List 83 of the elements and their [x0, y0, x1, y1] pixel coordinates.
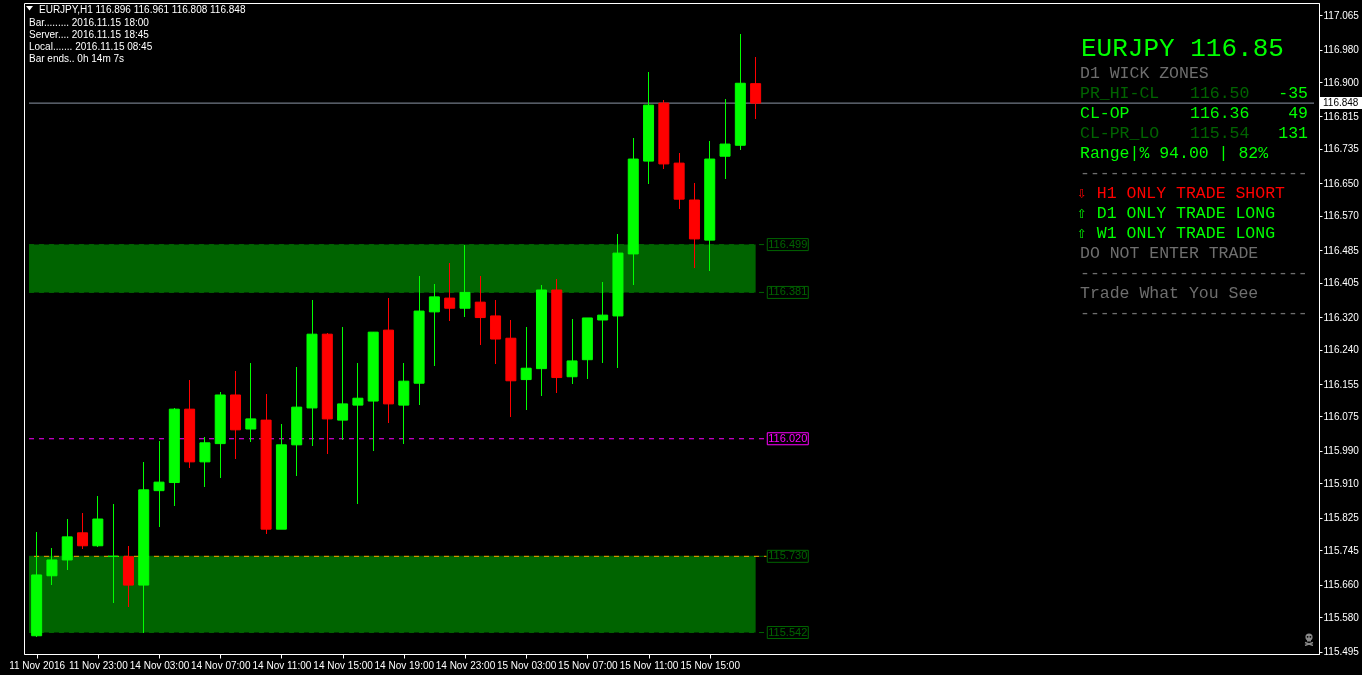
y-tick-label: 115.495 [1323, 646, 1360, 658]
y-tick-label: 115.990 [1323, 445, 1360, 457]
annotation: 116.50 [1190, 83, 1250, 103]
candlestick [474, 275, 486, 346]
annotation: ⇩ H1 ONLY TRADE SHORT [1077, 183, 1286, 203]
annotation: 49 [1288, 103, 1308, 123]
candlestick [444, 262, 456, 322]
x-tick-label: 14 Nov 15:00 [313, 659, 374, 671]
y-tick-label: 116.240 [1323, 344, 1360, 356]
y-tick-label: 116.405 [1323, 277, 1360, 289]
ref-line-label: 116.848 [1323, 97, 1359, 109]
candlestick [597, 281, 609, 364]
annotation: DO NOT ENTER TRADE [1080, 243, 1259, 263]
y-tick-label: 115.910 [1323, 477, 1360, 489]
x-tick-label: 14 Nov 19:00 [374, 659, 435, 671]
candlestick [245, 362, 257, 443]
annotation: PR_HI-CL [1080, 83, 1160, 103]
candlestick [566, 318, 578, 385]
y-tick-label: 115.745 [1323, 544, 1360, 556]
annotation: Server.... 2016.11.15 18:45 [29, 29, 150, 40]
annotation: ⇧ D1 ONLY TRADE LONG [1077, 203, 1276, 223]
annotation: ⇧ W1 ONLY TRADE LONG [1077, 223, 1276, 243]
chart-title: EURJPY,H1 116.896 116.961 116.808 116.848 [39, 4, 246, 15]
y-tick-label: 115.825 [1323, 512, 1360, 524]
y-tick-label: 115.660 [1323, 579, 1360, 591]
y-tick-label: 116.075 [1323, 410, 1360, 422]
y-tick-label: 116.570 [1323, 210, 1360, 222]
y-tick-label: 116.320 [1323, 311, 1360, 323]
ref-line-label: 116.381 [768, 285, 808, 298]
annotation: 116.36 [1190, 103, 1250, 123]
annotation: 131 [1278, 123, 1309, 143]
candlestick [352, 362, 364, 505]
candlestick [199, 436, 211, 488]
candlestick [46, 547, 58, 586]
annotation: 115.54 [1190, 123, 1250, 143]
x-tick-label: 14 Nov 03:00 [129, 659, 190, 671]
candlestick [428, 283, 440, 367]
annotation: EURJPY 116.85 [1081, 34, 1284, 64]
candlestick [520, 326, 532, 411]
x-tick-label: 14 Nov 11:00 [252, 659, 312, 671]
y-tick-label: 116.485 [1323, 244, 1360, 256]
y-tick-label: 116.980 [1323, 44, 1360, 56]
y-tick-label: 116.900 [1323, 76, 1360, 88]
candlestick [719, 98, 731, 180]
candlestick [107, 503, 119, 604]
x-tick-label: 15 Nov 03:00 [496, 659, 557, 671]
y-tick-label: 115.580 [1323, 611, 1360, 623]
annotation: ----------------------- [1080, 263, 1308, 283]
candlestick [398, 362, 410, 445]
candlestick [153, 440, 165, 528]
annotation: D1 WICK ZONES [1080, 63, 1209, 83]
annotation: CL-PR_LO [1080, 123, 1160, 143]
ref-line-label: 115.542 [768, 625, 808, 638]
candlestick [459, 244, 471, 318]
annotation: Local....... 2016.11.15 08:45 [29, 41, 153, 52]
x-tick-label: 11 Nov 2016 [9, 659, 66, 671]
annotation: Bar......... 2016.11.15 18:00 [29, 17, 150, 28]
x-tick-label: 15 Nov 15:00 [680, 659, 741, 671]
y-tick-label: 116.650 [1323, 177, 1360, 189]
candlestick [337, 326, 349, 441]
annotation: ----------------------- [1080, 303, 1308, 323]
x-tick-label: 14 Nov 23:00 [435, 659, 496, 671]
annotation: Bar ends.. 0h 14m 7s [29, 53, 125, 64]
candlestick [490, 299, 502, 365]
annotation: ----------------------- [1080, 163, 1308, 183]
ref-line-label: 115.730 [768, 549, 808, 562]
annotation: Range|% 94.00 | 82% [1080, 143, 1269, 163]
x-tick-label: 15 Nov 11:00 [619, 659, 679, 671]
x-tick-label: 15 Nov 07:00 [558, 659, 619, 671]
candlestick [750, 56, 762, 120]
annotation: CL-OP [1080, 103, 1130, 123]
candlestick [77, 512, 89, 550]
y-tick-label: 116.155 [1323, 378, 1360, 390]
x-tick-label: 11 Nov 23:00 [68, 659, 129, 671]
ref-line-label: 116.020 [768, 431, 808, 444]
ref-line-label: 116.499 [768, 237, 808, 250]
x-tick-label: 14 Nov 07:00 [190, 659, 251, 671]
y-tick-label: 116.735 [1323, 143, 1360, 155]
annotation: Trade What You See [1080, 283, 1259, 303]
annotation: -35 [1278, 83, 1308, 103]
y-tick-label: 116.815 [1323, 111, 1360, 122]
candlestick [61, 518, 73, 571]
y-tick-label: 117.065 [1323, 9, 1360, 21]
